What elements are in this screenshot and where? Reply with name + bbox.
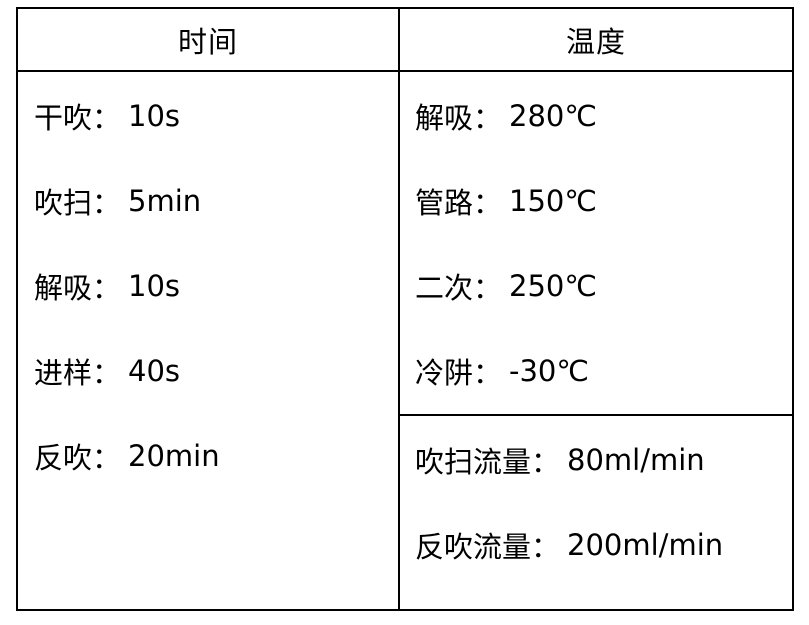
table-row-backflush-time: 反吹： 20min xyxy=(34,413,398,498)
table-row-backflush-flow: 反吹流量： 200ml/min xyxy=(415,502,792,587)
row-label: 管路： xyxy=(415,185,503,220)
table-row-purge: 吹扫： 5min xyxy=(34,158,398,243)
row-value: 10s xyxy=(128,268,181,303)
table-row-purge-flow: 吹扫流量： 80ml/min xyxy=(415,417,792,502)
parameters-table: 时间 温度 干吹： 10s 吹扫： 5min 解吸： 10s 进样： 40s xyxy=(16,7,794,611)
row-value: 20min xyxy=(128,438,220,473)
header-temperature-label: 温度 xyxy=(565,24,626,59)
table-row-cold-trap-temp: 冷阱： -30℃ xyxy=(415,328,792,413)
row-label: 吹扫流量： xyxy=(415,444,561,479)
row-label: 反吹： xyxy=(34,440,122,475)
time-column-cell: 干吹： 10s 吹扫： 5min 解吸： 10s 进样： 40s 反吹： 20m… xyxy=(18,72,400,609)
row-value: 5min xyxy=(128,183,202,218)
row-label: 吹扫： xyxy=(34,185,122,220)
row-value: 200ml/min xyxy=(567,527,724,562)
table-row-line-temp: 管路： 150℃ xyxy=(415,158,792,243)
table-row-desorb-temp: 解吸： 280℃ xyxy=(415,73,792,158)
temperature-column: 解吸： 280℃ 管路： 150℃ 二次： 250℃ 冷阱： -30℃ xyxy=(400,72,792,609)
row-label: 冷阱： xyxy=(415,355,503,390)
row-value: 280℃ xyxy=(509,98,597,133)
row-label: 进样： xyxy=(34,355,122,390)
row-label: 解吸： xyxy=(34,270,122,305)
table-row-desorb-time: 解吸： 10s xyxy=(34,243,398,328)
row-value: 40s xyxy=(128,353,181,388)
header-cell-temperature: 温度 xyxy=(400,9,792,72)
flow-cell: 吹扫流量： 80ml/min 反吹流量： 200ml/min xyxy=(400,416,792,609)
row-label: 解吸： xyxy=(415,100,503,135)
row-label: 干吹： xyxy=(34,100,122,135)
table-row-dry-purge: 干吹： 10s xyxy=(34,73,398,158)
row-label: 反吹流量： xyxy=(415,529,561,564)
row-label: 二次： xyxy=(415,270,503,305)
table-row-secondary-temp: 二次： 250℃ xyxy=(415,243,792,328)
row-value: 10s xyxy=(128,98,181,133)
row-value: -30℃ xyxy=(509,353,589,388)
row-value: 150℃ xyxy=(509,183,597,218)
header-cell-time: 时间 xyxy=(18,9,400,72)
row-value: 250℃ xyxy=(509,268,597,303)
temperature-cell: 解吸： 280℃ 管路： 150℃ 二次： 250℃ 冷阱： -30℃ xyxy=(400,72,792,416)
row-value: 80ml/min xyxy=(567,442,705,477)
header-time-label: 时间 xyxy=(177,24,238,59)
table-row-inject-time: 进样： 40s xyxy=(34,328,398,413)
